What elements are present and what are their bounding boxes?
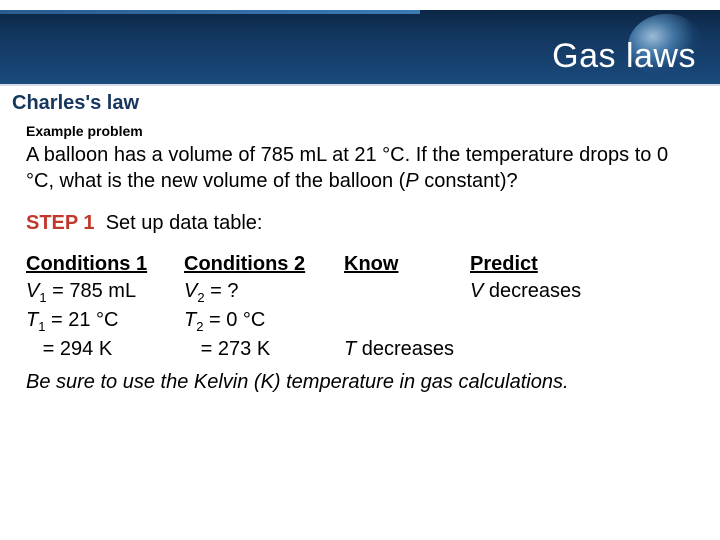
col-head-know: Know: [344, 253, 470, 276]
cell-r0-predict: V decreases: [470, 280, 694, 305]
cell-r2-know: T decreases: [344, 338, 470, 361]
col-head-conditions2: Conditions 2: [184, 253, 344, 276]
header-accent-bar: [0, 10, 420, 14]
content-area: Example problem A balloon has a volume o…: [0, 119, 720, 394]
footnote: Be sure to use the Kelvin (K) temperatur…: [26, 371, 694, 394]
data-table: Conditions 1 Conditions 2 Know Predict V…: [26, 253, 694, 361]
cell-r1-know: [344, 309, 470, 334]
cell-r2-c2: = 273 K: [184, 338, 344, 361]
step-instruction: Set up data table:: [106, 212, 263, 234]
cell-r0-c1: V1 = 785 mL: [26, 280, 184, 305]
step-number: STEP 1: [26, 212, 95, 234]
cell-r2-predict: [470, 338, 694, 361]
slide-title: Gas laws: [552, 37, 696, 76]
header-white-strip: [0, 0, 720, 10]
step-line: STEP 1 Set up data table:: [26, 212, 694, 235]
cell-r1-c1: T1 = 21 °C: [26, 309, 184, 334]
problem-text: A balloon has a volume of 785 mL at 21 °…: [26, 143, 694, 194]
cell-r0-c2: V2 = ?: [184, 280, 344, 305]
slide-header: Gas laws: [0, 0, 720, 84]
col-head-predict: Predict: [470, 253, 694, 276]
section-heading: Charles's law: [0, 86, 720, 119]
cell-r0-know: [344, 280, 470, 305]
cell-r2-c1: = 294 K: [26, 338, 184, 361]
col-head-conditions1: Conditions 1: [26, 253, 184, 276]
cell-r1-c2: T2 = 0 °C: [184, 309, 344, 334]
example-label: Example problem: [26, 123, 694, 139]
cell-r1-predict: [470, 309, 694, 334]
